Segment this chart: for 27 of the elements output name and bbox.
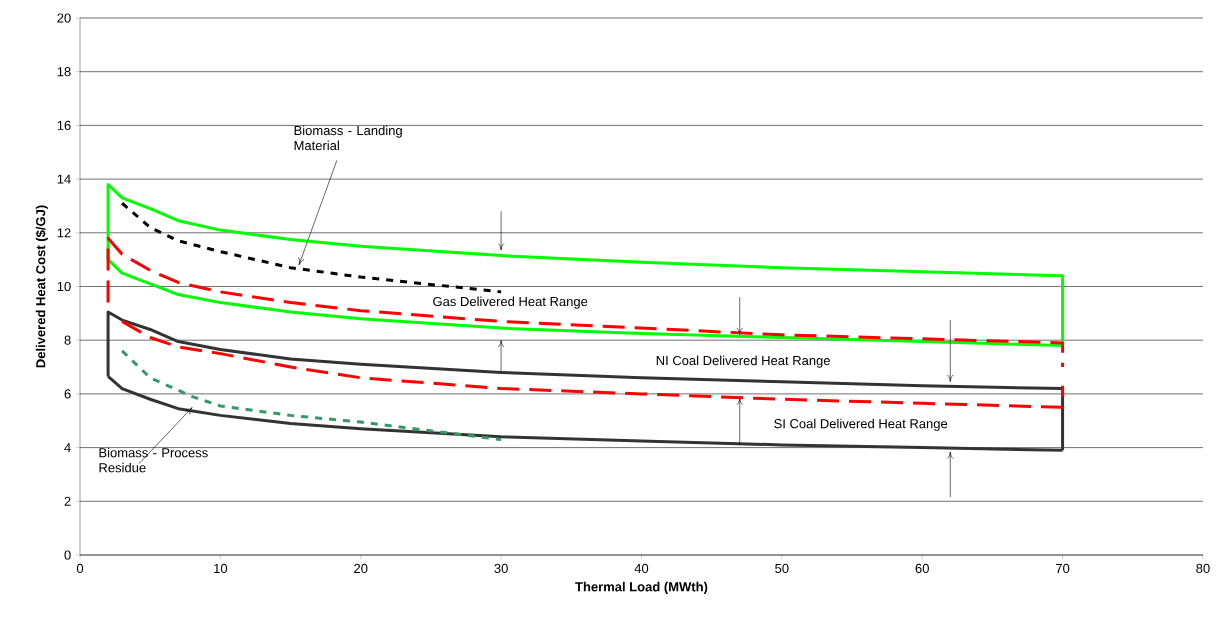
x-tick-label: 70: [1056, 563, 1070, 573]
x-axis-title: Thermal Load (MWth): [575, 581, 708, 594]
x-tick-label: 80: [1196, 563, 1210, 573]
x-tick-label: 0: [76, 563, 84, 573]
y-axis-title: Delivered Heat Cost ($/GJ): [35, 205, 48, 368]
y-tick-label: 10: [57, 281, 71, 292]
y-tick-label: 2: [64, 496, 71, 506]
y-tick-label: 14: [57, 174, 71, 184]
annotation: Biomass - Process Residue: [99, 447, 208, 473]
y-tick-label: 20: [57, 13, 71, 23]
x-tick-label: 50: [775, 563, 789, 573]
y-tick-label: 0: [64, 550, 71, 560]
y-tick-label: 6: [64, 389, 71, 399]
y-tick-label: 12: [57, 228, 71, 238]
x-tick-label: 60: [915, 563, 929, 573]
x-tick-label: 40: [634, 563, 649, 573]
x-tick-label: 10: [214, 563, 228, 573]
annotation: Biomass - Landing Material: [294, 125, 402, 151]
y-tick-label: 16: [57, 120, 71, 130]
x-tick-label: 20: [354, 563, 368, 573]
annotation: SI Coal Delivered Heat Range: [774, 418, 948, 431]
x-tick-label: 30: [494, 563, 508, 573]
annotation: NI Coal Delivered Heat Range: [656, 355, 830, 368]
annotation: Gas Delivered Heat Range: [433, 296, 588, 309]
y-tick-label: 4: [64, 443, 71, 453]
y-tick-label: 18: [57, 67, 71, 77]
y-tick-label: 8: [64, 335, 71, 345]
